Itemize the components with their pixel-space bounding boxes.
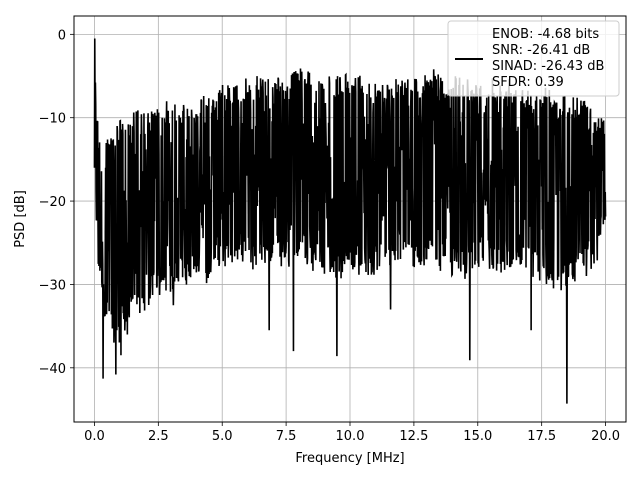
psd-line xyxy=(93,38,607,404)
x-tick-label: 5.0 xyxy=(212,429,233,444)
y-tick-label: −30 xyxy=(39,278,66,293)
plot-area xyxy=(93,38,607,404)
x-tick-label: 20.0 xyxy=(591,429,620,444)
y-tick-label: 0 xyxy=(58,28,66,43)
y-tick-label: −20 xyxy=(39,195,66,210)
legend-entry-snr: SNR: -26.41 dB xyxy=(492,43,590,58)
y-axis-ticks: 0 −10 −20 −30 −40 xyxy=(39,28,74,377)
x-tick-label: 2.5 xyxy=(148,429,169,444)
x-tick-label: 0.0 xyxy=(84,429,105,444)
series-psd xyxy=(93,38,607,404)
legend-entry-sinad: SINAD: -26.43 dB xyxy=(492,59,604,74)
x-tick-label: 7.5 xyxy=(276,429,297,444)
legend: ENOB: -4.68 bits SNR: -26.41 dB SINAD: -… xyxy=(447,20,620,97)
x-axis-ticks: 0.0 2.5 5.0 7.5 10.0 12.5 15.0 17.5 20.0 xyxy=(84,422,620,444)
x-tick-label: 15.0 xyxy=(463,429,492,444)
x-tick-label: 12.5 xyxy=(399,429,428,444)
legend-entry-enob: ENOB: -4.68 bits xyxy=(492,27,599,42)
y-tick-label: −40 xyxy=(39,362,66,377)
x-tick-label: 10.0 xyxy=(336,429,365,444)
x-axis-title: Frequency [MHz] xyxy=(295,451,404,466)
y-axis-title: PSD [dB] xyxy=(13,190,28,248)
legend-box xyxy=(447,20,620,97)
y-tick-label: −10 xyxy=(39,112,66,127)
legend-entry-sfdr: SFDR: 0.39 xyxy=(492,75,564,90)
x-tick-label: 17.5 xyxy=(527,429,556,444)
